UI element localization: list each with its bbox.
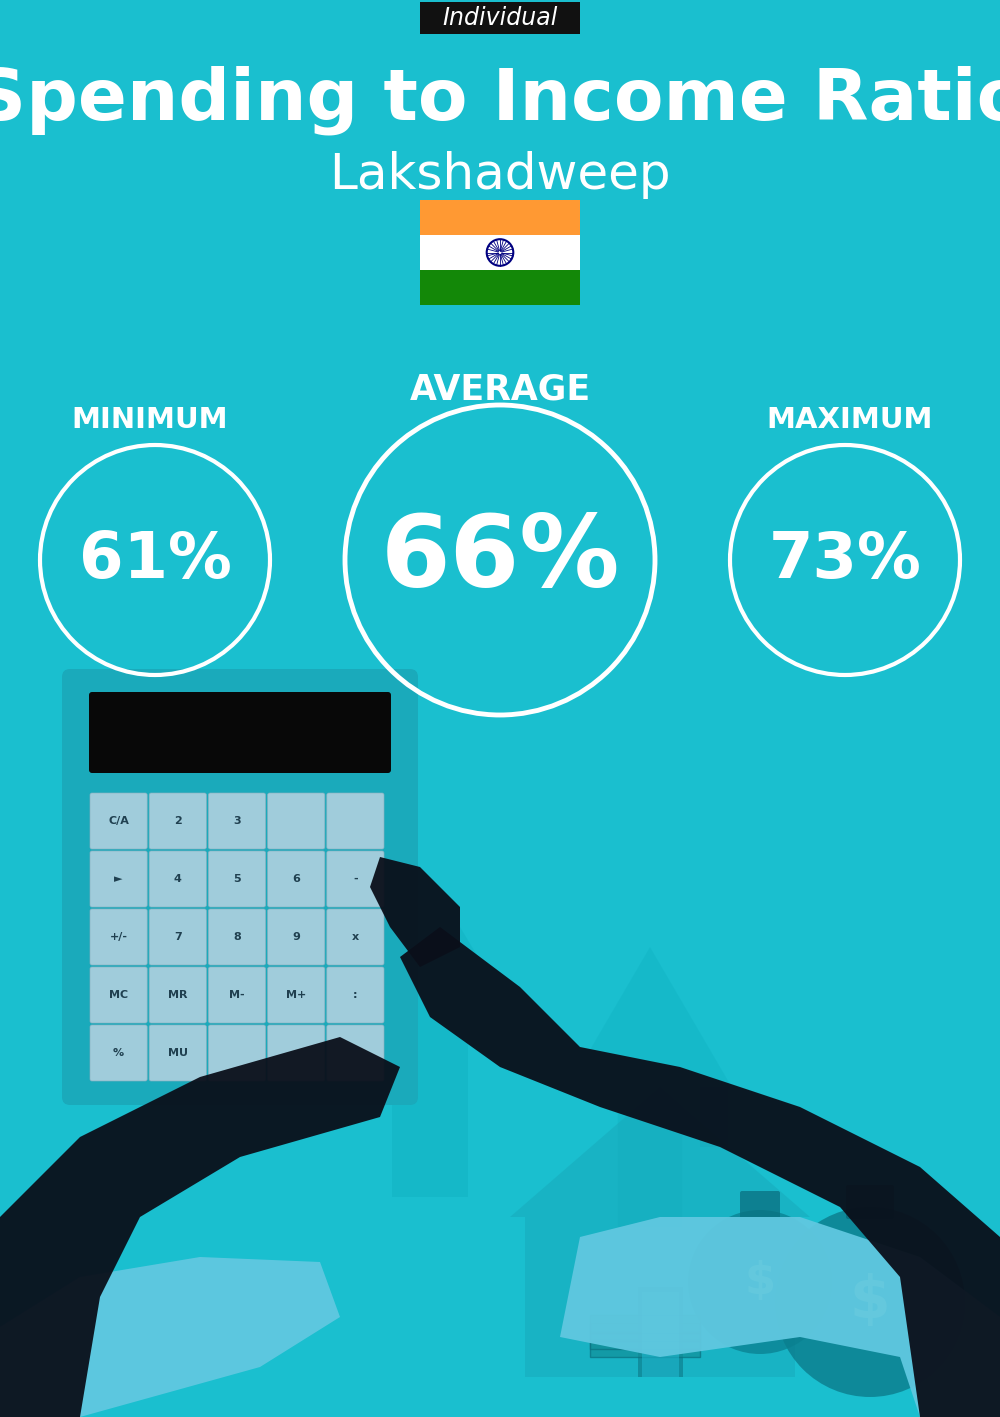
FancyBboxPatch shape — [268, 966, 325, 1023]
FancyBboxPatch shape — [268, 1024, 325, 1081]
FancyBboxPatch shape — [208, 852, 266, 907]
FancyBboxPatch shape — [268, 852, 325, 907]
Text: %: % — [113, 1049, 124, 1058]
Circle shape — [688, 1210, 832, 1355]
Polygon shape — [370, 857, 460, 966]
FancyBboxPatch shape — [590, 1323, 700, 1340]
FancyBboxPatch shape — [420, 235, 580, 271]
FancyBboxPatch shape — [208, 1024, 266, 1081]
Text: 5: 5 — [233, 874, 241, 884]
Text: 9: 9 — [292, 932, 300, 942]
FancyBboxPatch shape — [90, 794, 147, 849]
Text: Spending to Income Ratio: Spending to Income Ratio — [0, 65, 1000, 135]
Polygon shape — [0, 1257, 340, 1417]
FancyBboxPatch shape — [149, 794, 206, 849]
Text: AVERAGE: AVERAGE — [409, 373, 591, 407]
Text: ►: ► — [114, 874, 123, 884]
Text: M+: M+ — [286, 990, 306, 1000]
FancyBboxPatch shape — [149, 852, 206, 907]
Text: 4: 4 — [174, 874, 182, 884]
FancyBboxPatch shape — [327, 908, 384, 965]
Text: $: $ — [744, 1261, 776, 1304]
Text: Lakshadweep: Lakshadweep — [329, 152, 671, 198]
Text: MINIMUM: MINIMUM — [72, 407, 228, 434]
FancyBboxPatch shape — [149, 908, 206, 965]
Polygon shape — [0, 1037, 400, 1417]
FancyBboxPatch shape — [89, 691, 391, 774]
FancyBboxPatch shape — [208, 794, 266, 849]
FancyBboxPatch shape — [525, 1217, 795, 1377]
Text: +/-: +/- — [110, 932, 128, 942]
Text: Individual: Individual — [442, 6, 558, 30]
Text: M-: M- — [229, 990, 245, 1000]
Text: 73%: 73% — [769, 529, 921, 591]
FancyBboxPatch shape — [62, 669, 418, 1105]
FancyBboxPatch shape — [90, 852, 147, 907]
Text: 3: 3 — [233, 816, 241, 826]
Polygon shape — [510, 1087, 810, 1217]
Text: -: - — [353, 874, 358, 884]
Text: :: : — [353, 990, 358, 1000]
Text: 2: 2 — [174, 816, 182, 826]
Text: $: $ — [850, 1274, 890, 1331]
Circle shape — [775, 1207, 965, 1397]
Text: MU: MU — [168, 1049, 188, 1058]
FancyBboxPatch shape — [700, 1087, 728, 1146]
FancyBboxPatch shape — [327, 852, 384, 907]
Text: x: x — [352, 932, 359, 942]
FancyBboxPatch shape — [149, 1024, 206, 1081]
FancyBboxPatch shape — [149, 966, 206, 1023]
Polygon shape — [565, 947, 735, 1227]
FancyBboxPatch shape — [590, 1339, 700, 1357]
FancyBboxPatch shape — [327, 1024, 384, 1081]
Text: 7: 7 — [174, 932, 182, 942]
FancyBboxPatch shape — [208, 966, 266, 1023]
Text: MR: MR — [168, 990, 188, 1000]
FancyBboxPatch shape — [268, 908, 325, 965]
FancyBboxPatch shape — [590, 1331, 700, 1349]
Text: MAXIMUM: MAXIMUM — [767, 407, 933, 434]
Text: 6: 6 — [292, 874, 300, 884]
FancyBboxPatch shape — [638, 1287, 682, 1377]
Text: 61%: 61% — [79, 529, 231, 591]
FancyBboxPatch shape — [420, 271, 580, 305]
FancyBboxPatch shape — [208, 908, 266, 965]
Text: 66%: 66% — [380, 512, 620, 608]
Text: 8: 8 — [233, 932, 241, 942]
FancyBboxPatch shape — [420, 1, 580, 34]
FancyBboxPatch shape — [590, 1315, 700, 1333]
FancyBboxPatch shape — [642, 1292, 678, 1377]
FancyBboxPatch shape — [90, 908, 147, 965]
FancyBboxPatch shape — [268, 794, 325, 849]
Text: C/A: C/A — [108, 816, 129, 826]
FancyBboxPatch shape — [740, 1192, 780, 1220]
Polygon shape — [330, 877, 530, 1197]
FancyBboxPatch shape — [327, 966, 384, 1023]
FancyBboxPatch shape — [90, 966, 147, 1023]
Text: MC: MC — [109, 990, 128, 1000]
Polygon shape — [560, 1217, 1000, 1417]
FancyBboxPatch shape — [420, 200, 580, 235]
FancyBboxPatch shape — [90, 1024, 147, 1081]
FancyBboxPatch shape — [327, 794, 384, 849]
FancyBboxPatch shape — [846, 1185, 894, 1219]
Polygon shape — [400, 927, 1000, 1417]
